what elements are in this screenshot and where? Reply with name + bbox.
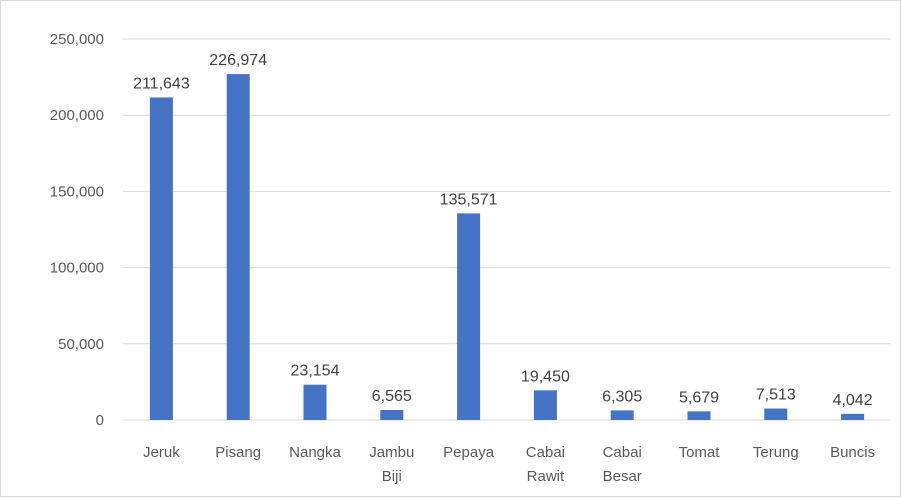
data-label: 19,450 — [521, 368, 570, 385]
y-tick-label: 150,000 — [50, 183, 104, 200]
category-label: Buncis — [830, 444, 875, 461]
gridlines — [123, 38, 891, 421]
bar — [303, 384, 327, 420]
data-label: 23,154 — [291, 363, 340, 380]
category-label: Pisang — [215, 444, 261, 461]
category-label: Nangka — [289, 444, 341, 461]
category-label: Pepaya — [443, 444, 495, 461]
bar — [687, 411, 711, 420]
data-label: 135,571 — [440, 191, 498, 208]
bar — [226, 74, 250, 421]
data-label: 7,513 — [756, 387, 796, 404]
category-label: Biji — [382, 468, 402, 485]
category-label: Terung — [753, 444, 799, 461]
category-label: Besar — [603, 468, 642, 485]
category-label: Jambu — [369, 444, 414, 461]
data-label: 4,042 — [833, 392, 873, 409]
category-label: Cabai — [526, 444, 565, 461]
category-label: Rawit — [527, 468, 565, 485]
y-tick-label: 250,000 — [50, 31, 104, 48]
data-label: 211,643 — [133, 75, 190, 92]
bar — [764, 408, 788, 420]
bar — [457, 213, 481, 420]
data-labels: 211,643 226,974 23,154 6,565 135,571 19,450 6,… — [133, 52, 873, 409]
bar — [149, 97, 173, 421]
bars — [149, 74, 865, 421]
data-label: 6,565 — [372, 388, 412, 405]
category-label: Jeruk — [143, 444, 180, 461]
data-label: 6,305 — [602, 388, 642, 405]
bar — [380, 409, 404, 420]
category-label: Tomat — [679, 444, 721, 461]
data-label: 226,974 — [209, 52, 267, 69]
data-label: 5,679 — [679, 389, 719, 406]
category-label: Cabai — [603, 444, 642, 461]
bar — [610, 410, 634, 420]
bar — [841, 413, 865, 420]
y-tick-label: 200,000 — [50, 107, 104, 124]
bar — [533, 390, 557, 420]
y-tick-label: 0 — [96, 412, 104, 429]
y-axis-ticks: 0 50,000 100,000 150,000 200,000 250,000 — [50, 31, 104, 429]
x-axis-categories: Jeruk Pisang Nangka Jambu Biji Pepaya Cabai Raw… — [143, 444, 875, 485]
y-tick-label: 50,000 — [58, 336, 104, 353]
y-tick-label: 100,000 — [50, 260, 104, 277]
